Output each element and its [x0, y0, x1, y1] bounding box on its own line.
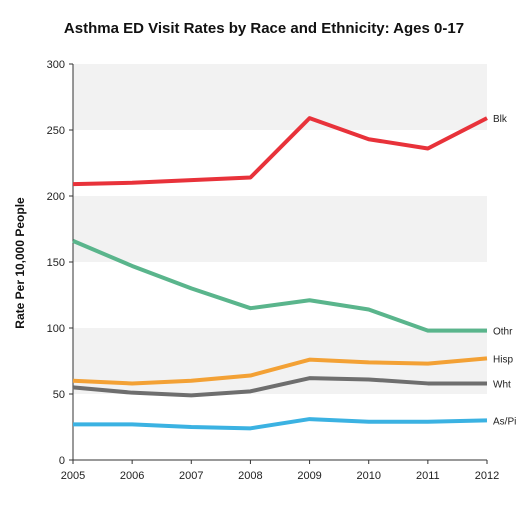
series-line-hisp: [72, 356, 488, 386]
y-tick-label: 50: [53, 389, 65, 401]
axes: [69, 63, 488, 464]
series-lines: [72, 116, 488, 431]
grid-band: [73, 64, 487, 130]
series-labels: Blk Othr Hisp Wht As/Pi: [493, 114, 516, 427]
series-label: Hisp: [493, 354, 513, 365]
x-tick-label: 2007: [179, 470, 203, 482]
grid-band: [73, 196, 487, 262]
y-tick-label: 200: [47, 191, 65, 203]
series-label: Othr: [493, 327, 513, 338]
y-tick-label: 250: [47, 125, 65, 137]
series-line-othr: [72, 239, 487, 333]
y-tick-label: 0: [59, 455, 65, 467]
y-axis-title: Rate Per 10,000 People: [13, 197, 27, 329]
x-tick-label: 2008: [238, 470, 262, 482]
x-tick-label: 2009: [297, 470, 321, 482]
tick-labels: 0 50 100 150 200 250 300 2005 2006 2007 2008 2009 20…: [47, 59, 500, 482]
series-line-as-pi: [73, 417, 488, 431]
series-label: Wht: [493, 379, 511, 390]
series-label: As/Pi: [493, 416, 516, 427]
background-bands: [73, 64, 487, 394]
x-tick-label: 2012: [475, 470, 499, 482]
y-tick-label: 100: [47, 323, 65, 335]
chart-title: Asthma ED Visit Rates by Race and Ethnic…: [63, 20, 465, 37]
series-line-wht: [72, 376, 487, 398]
y-tick-label: 150: [47, 257, 65, 269]
x-tick-label: 2006: [120, 470, 144, 482]
series-label: Blk: [493, 114, 508, 125]
x-tick-label: 2011: [416, 470, 440, 482]
x-tick-label: 2010: [356, 470, 380, 482]
x-tick-label: 2005: [61, 470, 85, 482]
series-line-blk: [72, 116, 488, 187]
y-tick-label: 300: [47, 59, 65, 71]
